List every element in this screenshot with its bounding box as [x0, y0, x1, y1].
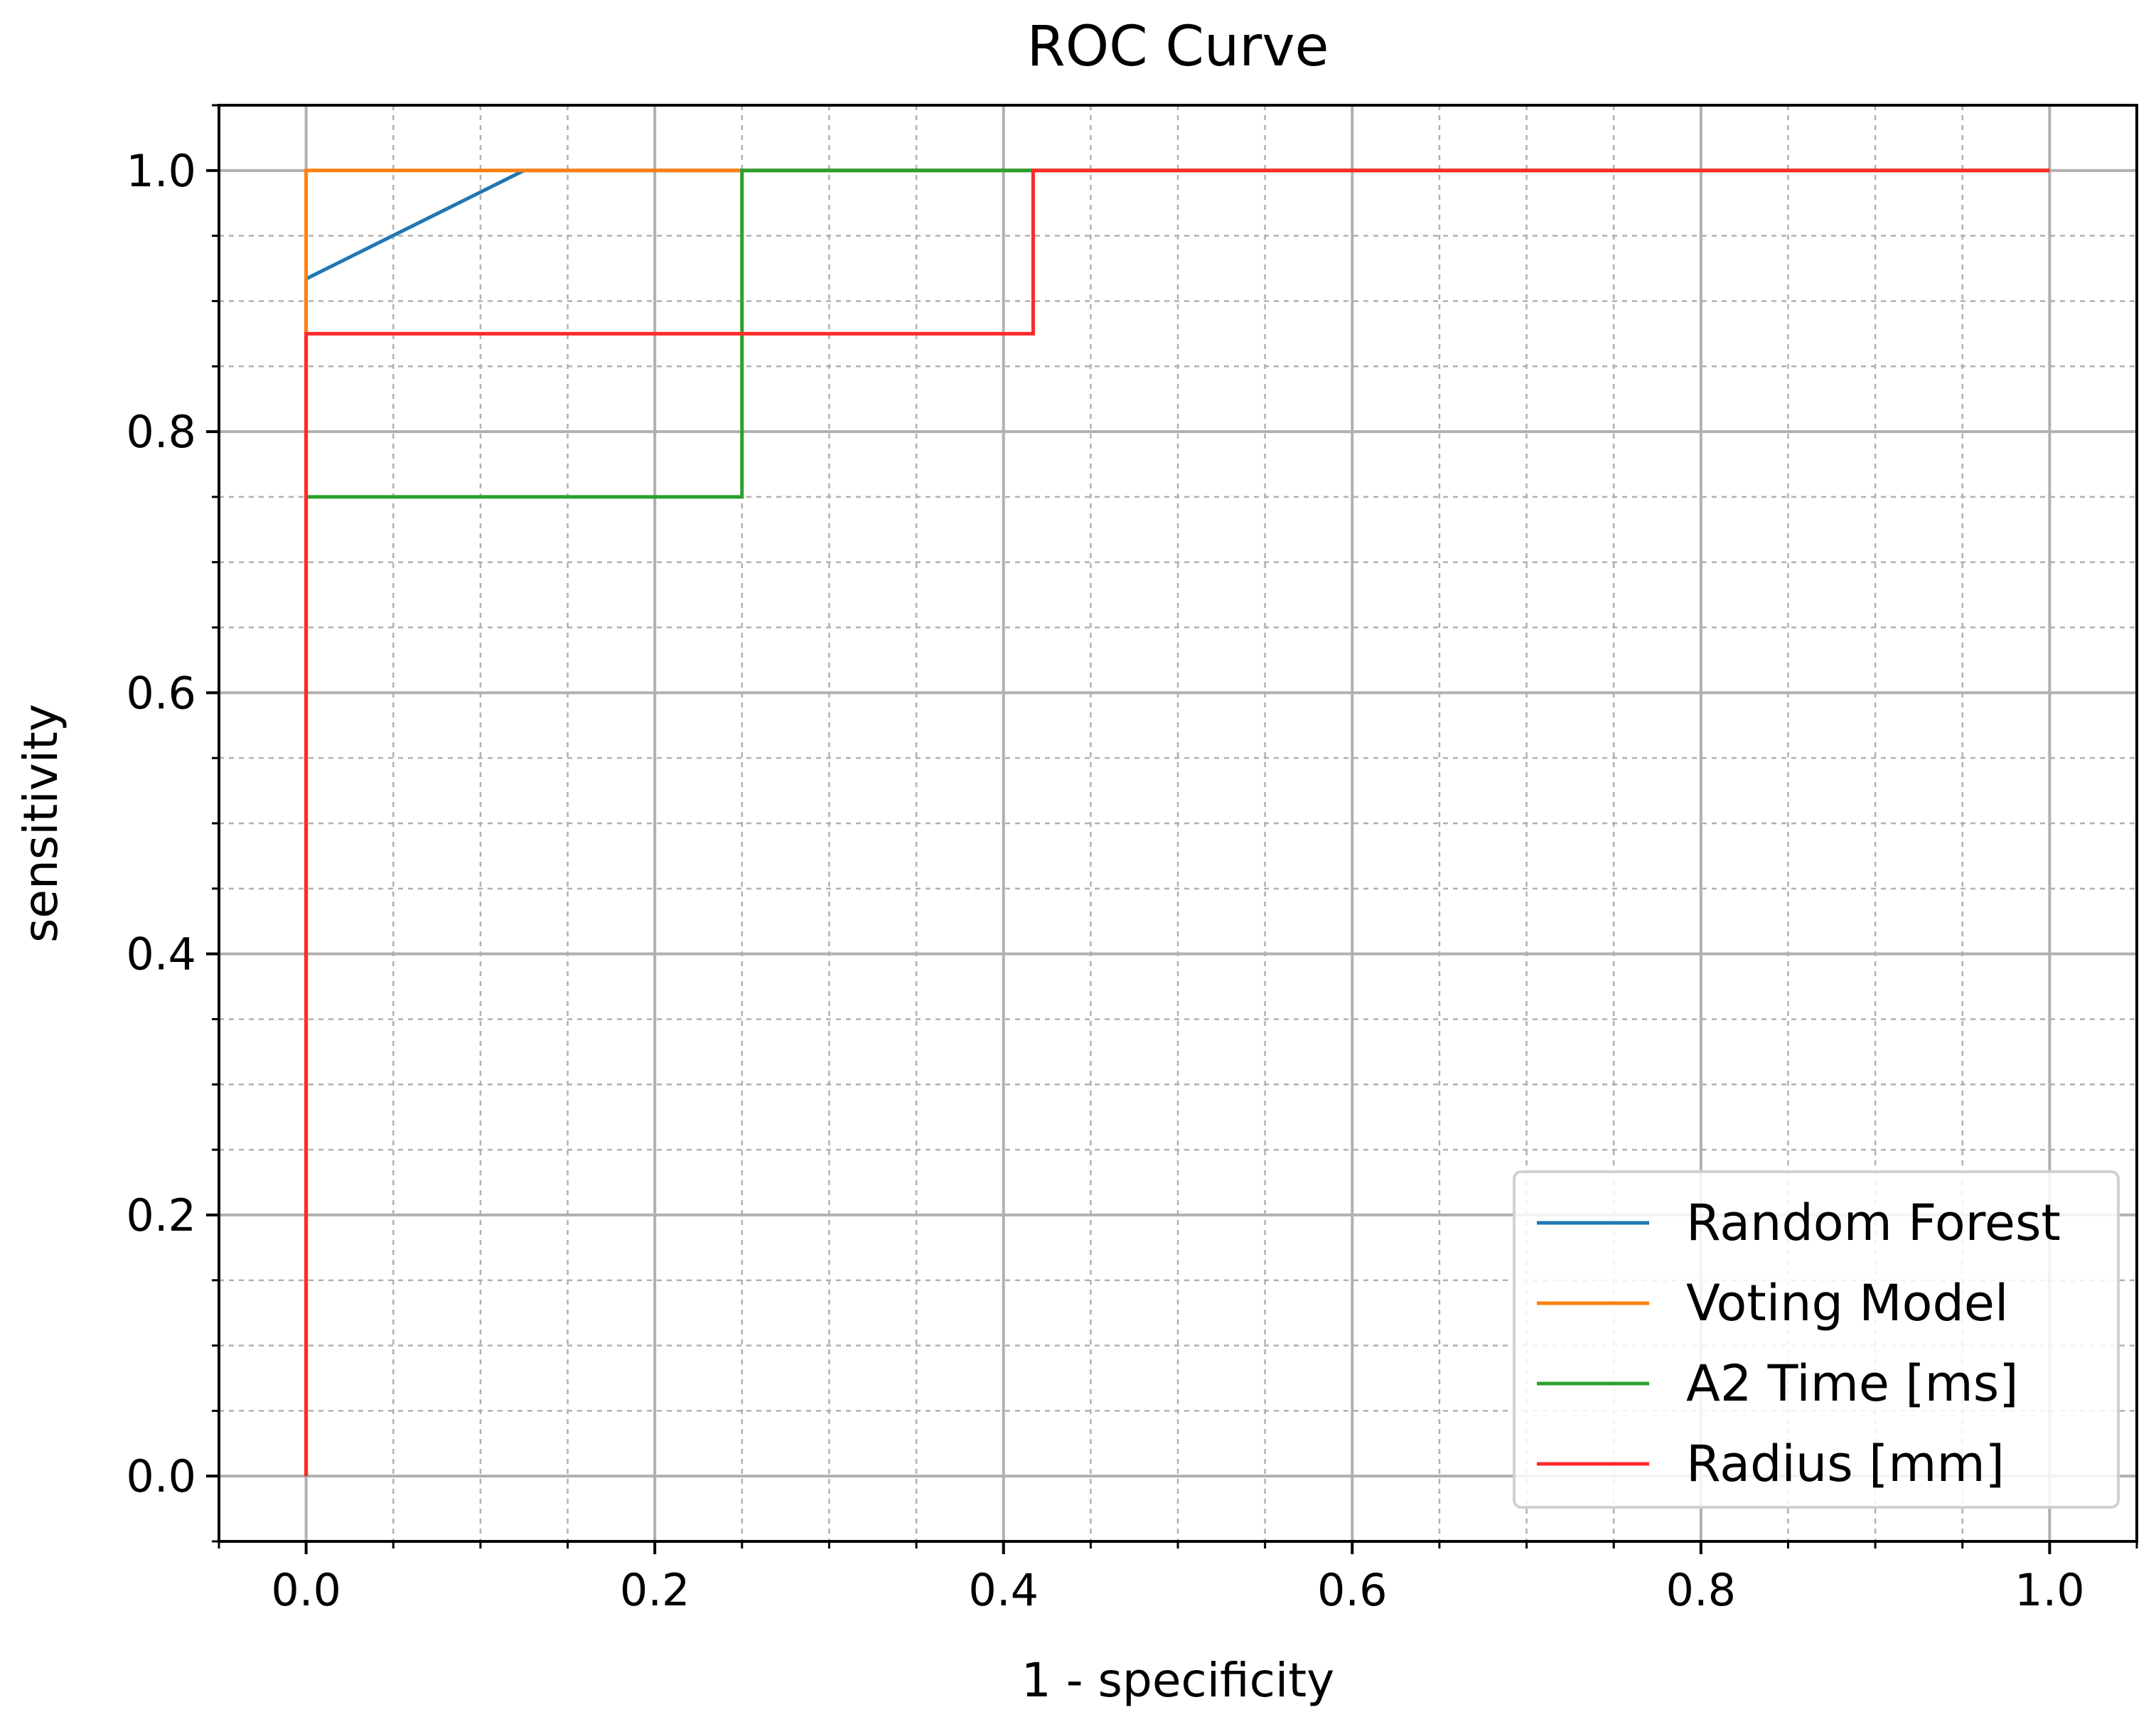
- x-tick-label: 0.6: [1317, 1564, 1388, 1616]
- legend-label-voting-model: Voting Model: [1686, 1274, 2008, 1332]
- x-axis-label: 1 - specificity: [1021, 1653, 1334, 1708]
- legend-label-random-forest: Random Forest: [1686, 1194, 2061, 1252]
- legend-box: [1513, 1170, 2120, 1509]
- x-tick-label: 0.4: [968, 1564, 1039, 1616]
- y-tick-label: 0.4: [126, 929, 196, 980]
- chart-title: ROC Curve: [1027, 15, 1329, 79]
- y-tick-label: 1.0: [126, 145, 196, 197]
- legend-label-radius-mm: Radius [mm]: [1686, 1435, 2005, 1493]
- x-tick-label: 0.8: [1666, 1564, 1737, 1616]
- x-tick-label: 0.2: [620, 1564, 690, 1616]
- legend-label-a2-time-ms: A2 Time [ms]: [1686, 1354, 2019, 1413]
- series-layer: [304, 169, 2050, 1477]
- x-tick-label: 0.0: [271, 1564, 341, 1616]
- y-tick-label: 0.0: [126, 1450, 196, 1502]
- y-tick-label: 0.6: [126, 667, 196, 719]
- y-axis-label: sensitivity: [14, 704, 68, 943]
- y-tick-label: 0.8: [126, 406, 196, 458]
- legend: Random Forest Voting Model A2 Time [ms] Rad…: [1513, 1170, 2120, 1509]
- y-tick-label: 0.2: [126, 1189, 196, 1241]
- tick-layer: 0.0 0.2 0.4 0.6 0.8 1.0 0.0 0.2 0.4 0.6 0.8 1.0: [126, 104, 2138, 1616]
- series-line-radius-mm: [304, 169, 2050, 1477]
- x-tick-label: 1.0: [2015, 1564, 2085, 1616]
